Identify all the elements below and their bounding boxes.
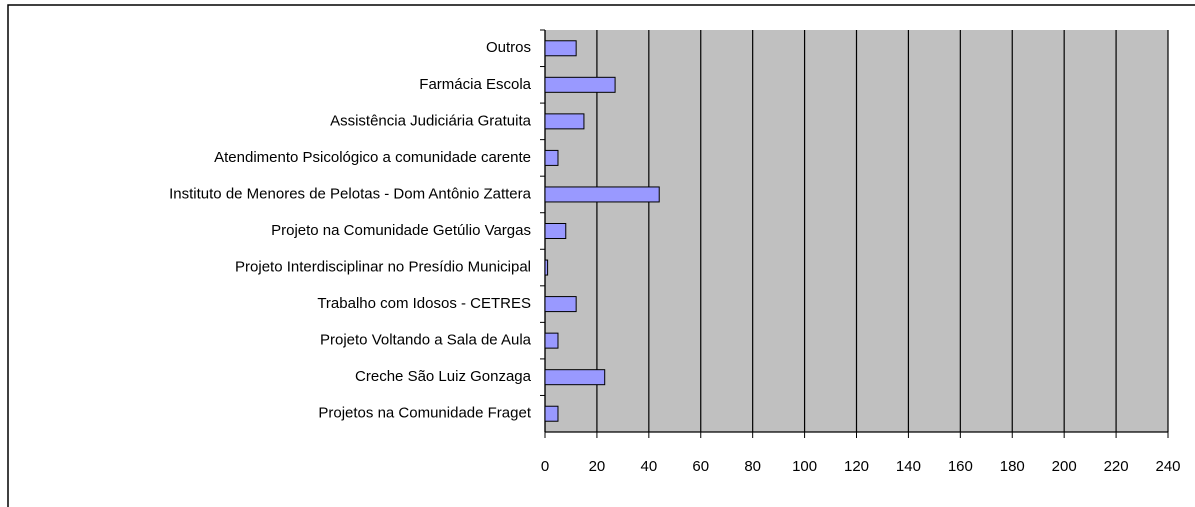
x-tick-label: 40 [640, 458, 657, 475]
bar [544, 40, 577, 57]
y-tick-label: Outros [486, 39, 531, 56]
y-tick-label: Assistência Judiciária Gratuita [330, 112, 532, 129]
x-tick-label: 120 [844, 458, 869, 475]
bar [544, 332, 559, 349]
x-tick-label: 80 [744, 458, 761, 475]
x-tick-label: 180 [1000, 458, 1025, 475]
x-tick-label: 220 [1104, 458, 1129, 475]
y-tick-label: Atendimento Psicológico a comunidade car… [214, 149, 531, 166]
x-tick-label: 20 [589, 458, 606, 475]
x-tick-label: 60 [692, 458, 709, 475]
bar [544, 259, 549, 276]
bar [544, 405, 559, 422]
y-tick-label: Trabalho com Idosos - CETRES [317, 295, 531, 312]
y-tick-label: Instituto de Menores de Pelotas - Dom An… [169, 185, 532, 202]
x-tick-label: 0 [541, 458, 549, 475]
y-tick-label: Projeto Interdisciplinar no Presídio Mun… [235, 259, 531, 276]
y-tick-label: Farmácia Escola [419, 76, 531, 93]
x-tick-label: 140 [896, 458, 921, 475]
x-tick-label: 160 [948, 458, 973, 475]
y-tick-label: Projetos na Comunidade Fraget [318, 405, 531, 422]
y-tick-label: Creche São Luiz Gonzaga [355, 368, 532, 385]
bar [544, 76, 616, 93]
x-tick-label: 240 [1155, 458, 1180, 475]
bar [544, 113, 585, 130]
bar [544, 369, 606, 386]
bar [544, 296, 577, 313]
y-tick-label: Projeto Voltando a Sala de Aula [320, 332, 532, 349]
bar [544, 149, 559, 166]
bar [544, 223, 567, 239]
y-tick-label: Projeto na Comunidade Getúlio Vargas [271, 222, 531, 239]
x-tick-label: 200 [1052, 458, 1077, 475]
bar [544, 186, 660, 203]
x-tick-label: 100 [792, 458, 817, 475]
